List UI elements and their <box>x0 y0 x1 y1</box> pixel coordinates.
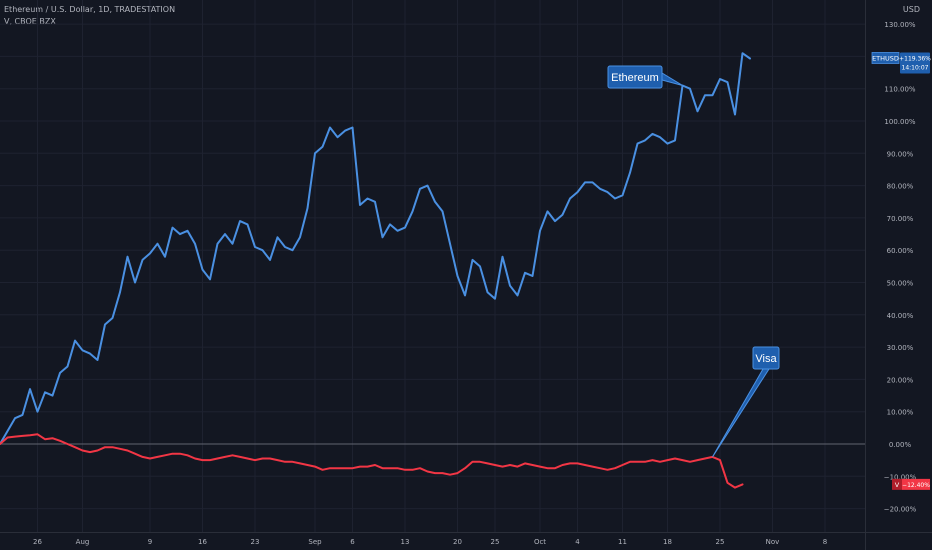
y-tick-label: −20.00% <box>884 506 917 514</box>
x-tick-label: 18 <box>663 538 672 546</box>
price-label-ethusd: +119.36% <box>899 55 931 62</box>
series-tag-v: V <box>895 481 900 489</box>
x-tick-label: 6 <box>350 538 355 546</box>
x-tick-label: 25 <box>716 538 725 546</box>
y-tick-label: 80.00% <box>887 183 914 191</box>
x-tick-label: 16 <box>198 538 207 546</box>
x-tick-label: 26 <box>33 538 42 546</box>
x-tick-label: Oct <box>534 538 546 546</box>
y-tick-label: 50.00% <box>887 280 914 288</box>
y-tick-label: −10.00% <box>884 473 917 481</box>
y-tick-label: 40.00% <box>887 312 914 320</box>
x-tick-label: 8 <box>823 538 827 546</box>
series-tag-v-box <box>892 478 902 490</box>
series-line-v <box>0 433 744 489</box>
x-tick-label: 4 <box>575 538 580 546</box>
series-line-ethusd <box>0 52 751 445</box>
y-tick-label: 70.00% <box>887 215 914 223</box>
chart-header-symbol: Ethereum / U.S. Dollar, 1D, TRADESTATION <box>4 5 176 14</box>
y-tick-label: 10.00% <box>887 409 914 417</box>
y-tick-label: 130.00% <box>884 21 915 29</box>
y-tick-label: 30.00% <box>887 344 914 352</box>
callout-label-ethereum: Ethereum <box>611 72 659 84</box>
x-tick-label: 9 <box>148 538 152 546</box>
x-tick-label: Nov <box>766 538 780 546</box>
x-tick-label: 20 <box>453 538 462 546</box>
price-label-ethusd-time: 14:10:07 <box>902 64 929 71</box>
callout-box[interactable] <box>607 65 663 89</box>
price-label-v: −12.40% <box>902 482 930 489</box>
y-tick-label: 20.00% <box>887 376 914 384</box>
y-tick-label: 90.00% <box>887 150 914 158</box>
x-tick-label: 11 <box>618 538 627 546</box>
axis-unit-label: USD <box>902 5 920 14</box>
x-tick-label: 13 <box>401 538 410 546</box>
price-label-ethusd-box <box>900 52 930 74</box>
x-tick-label: Aug <box>76 538 90 546</box>
x-tick-label: 25 <box>491 538 500 546</box>
y-tick-label: 110.00% <box>884 86 915 94</box>
x-tick-label: Sep <box>308 538 322 546</box>
price-label-v-box <box>902 478 930 490</box>
y-tick-label: 0.00% <box>889 441 912 449</box>
series-tag-ethusd: ETHUSD <box>872 54 899 62</box>
callout-pointer <box>661 72 683 86</box>
x-tick-label: 23 <box>251 538 260 546</box>
y-tick-label: 60.00% <box>887 247 914 255</box>
series-tag-ethusd-box <box>871 52 900 64</box>
callout-box[interactable] <box>752 346 780 370</box>
y-tick-label: 100.00% <box>884 118 915 126</box>
chart-header-comparison: V, CBOE BZX <box>4 17 56 26</box>
callout-label-visa: Visa <box>755 353 777 365</box>
